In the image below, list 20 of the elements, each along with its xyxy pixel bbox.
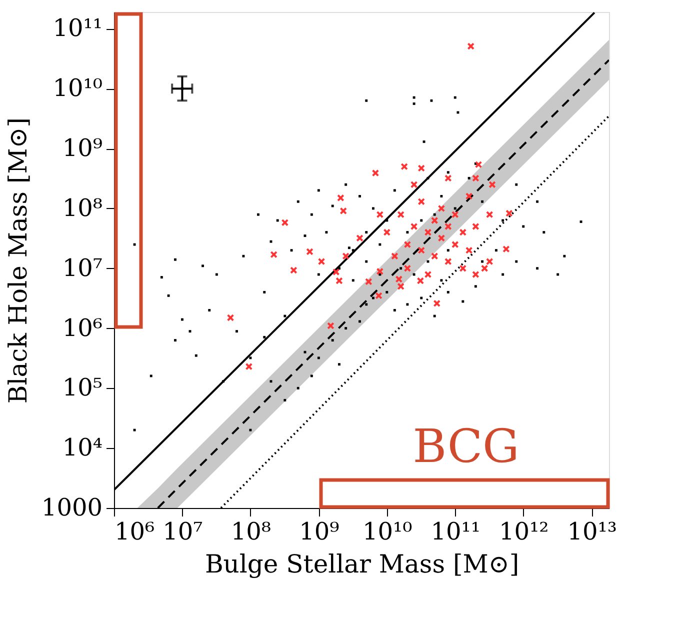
- x-tick-label: 10¹²: [498, 518, 549, 546]
- y-tick-label: 10⁸: [62, 194, 102, 222]
- x-tick-label: 10⁹: [299, 518, 340, 546]
- y-tick-label: 10⁶: [62, 314, 102, 342]
- x-axis-title: Bulge Stellar Mass [M⊙]: [204, 550, 520, 578]
- y-tick-label: 1000: [41, 494, 102, 522]
- y-tick-label: 10¹¹: [52, 14, 102, 42]
- x-tick-label: 10⁸: [230, 518, 272, 546]
- annotation: BCG: [412, 419, 520, 473]
- y-tick-label: 10⁹: [62, 134, 103, 162]
- x-tick-label: 10¹⁰: [362, 518, 412, 546]
- x-tick-label: 10⁶: [114, 518, 155, 546]
- y-tick-label: 10⁵: [62, 374, 102, 402]
- y-tick-label: 10⁷: [62, 254, 102, 282]
- y-axis-title: Black Hole Mass [M⊙]: [3, 117, 32, 404]
- y-tick-label: 10⁴: [62, 434, 102, 462]
- x-tick-label: 10¹³: [567, 518, 617, 546]
- x-tick-label: 10⁷: [162, 518, 203, 546]
- y-tick-label: 10¹⁰: [52, 74, 102, 102]
- x-tick-label: 10¹¹: [430, 518, 481, 546]
